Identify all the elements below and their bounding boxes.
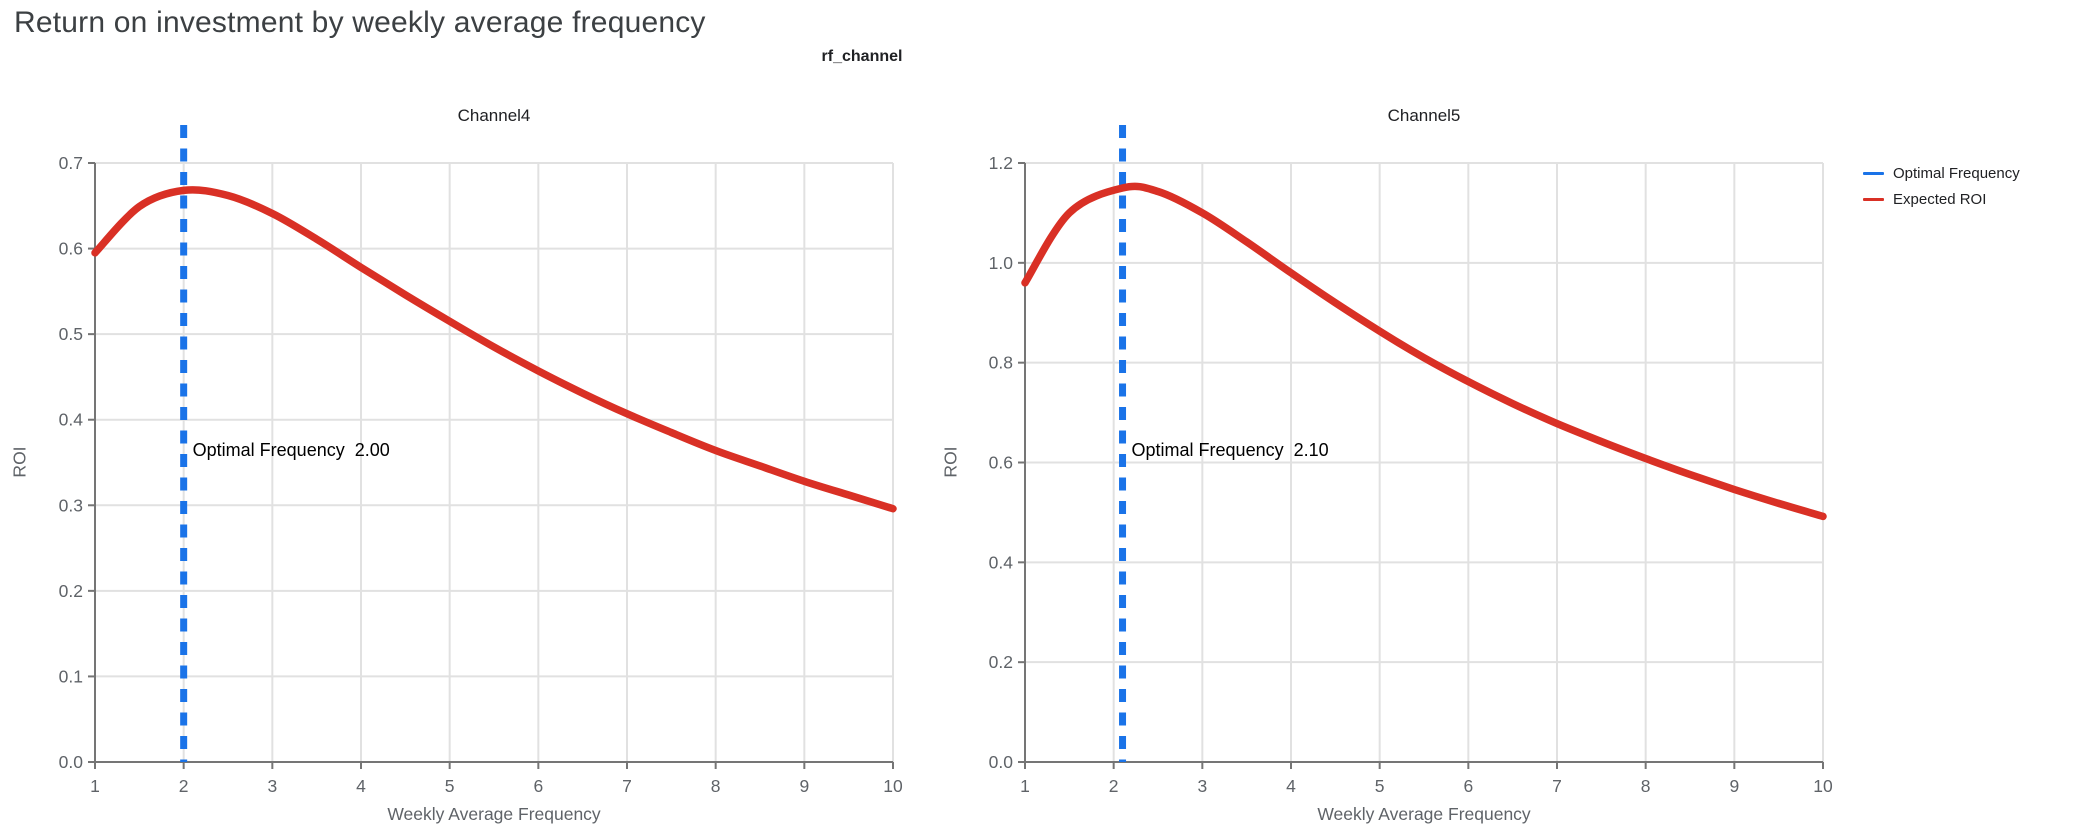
- y-tick-label: 0.1: [59, 666, 83, 686]
- y-tick-label: 0.2: [59, 581, 83, 601]
- x-tick-label: 5: [445, 776, 455, 796]
- y-tick-label: 1.0: [989, 253, 1014, 273]
- x-tick-label: 4: [1286, 776, 1296, 796]
- x-tick-label: 7: [1552, 776, 1562, 796]
- subplot-channel5: 1 2 3 4 5 6 7 8 9 10 0.0 0.2 0.4 0.6 0.8 1.0 1.2: [989, 125, 1833, 796]
- legend-label-optimal-frequency: Optimal Frequency: [1893, 164, 2020, 182]
- x-tick-label: 10: [1813, 776, 1833, 796]
- legend: Optimal Frequency Expected ROI: [1863, 160, 2020, 212]
- y-tick-label: 0.6: [59, 239, 83, 259]
- figure-title: rf_channel: [821, 48, 903, 65]
- x-axis-title-channel5: Weekly Average Frequency: [1317, 804, 1531, 824]
- y-tick-label: 0.4: [59, 410, 84, 430]
- x-tick-label: 5: [1375, 776, 1385, 796]
- x-tick-label: 6: [1463, 776, 1473, 796]
- y-tick-label: 0.8: [989, 353, 1013, 373]
- x-tick-label: 6: [533, 776, 543, 796]
- x-tick-label: 1: [1020, 776, 1030, 796]
- subplot-channel4: 1 2 3 4 5 6 7 8 9 10 0.0 0.1 0.2 0.3 0.4 0.5 0.6 0.7: [59, 125, 903, 796]
- x-tick-label: 10: [883, 776, 903, 796]
- legend-item-optimal-frequency: Optimal Frequency: [1863, 160, 2020, 186]
- x-tick-label: 2: [1109, 776, 1119, 796]
- expected-roi-line-swatch: [1863, 197, 1884, 201]
- y-tick-label: 0.4: [989, 552, 1014, 572]
- y-tick-label: 0.6: [989, 453, 1013, 473]
- y-tick-label: 0.0: [59, 752, 84, 772]
- x-axis-title-channel4: Weekly Average Frequency: [387, 804, 601, 824]
- x-tick-label: 7: [622, 776, 632, 796]
- optimal-frequency-line-swatch: [1863, 171, 1884, 175]
- legend-item-expected-roi: Expected ROI: [1863, 186, 2020, 212]
- x-tick-label: 4: [356, 776, 366, 796]
- legend-label-expected-roi: Expected ROI: [1893, 190, 1987, 208]
- x-tick-label: 1: [90, 776, 100, 796]
- x-tick-label: 3: [1197, 776, 1207, 796]
- subplot-title-channel4: Channel4: [457, 106, 531, 125]
- y-tick-label: 0.0: [989, 752, 1014, 772]
- y-tick-label: 0.5: [59, 324, 83, 344]
- y-tick-label: 0.2: [989, 652, 1013, 672]
- x-tick-label: 2: [179, 776, 189, 796]
- page-title: Return on investment by weekly average f…: [14, 6, 706, 39]
- y-axis-title-channel5: ROI: [940, 446, 961, 478]
- optimal-frequency-annotation-channel5: Optimal Frequency 2.10: [1131, 440, 1329, 460]
- subplot-title-channel5: Channel5: [1387, 106, 1461, 125]
- y-tick-label: 0.3: [59, 495, 83, 515]
- y-tick-label: 0.7: [59, 153, 83, 173]
- optimal-frequency-annotation-channel4: Optimal Frequency 2.00: [192, 440, 390, 460]
- x-tick-label: 9: [1729, 776, 1739, 796]
- y-axis-title-channel4: ROI: [9, 446, 30, 478]
- x-tick-label: 9: [799, 776, 809, 796]
- expected-roi-curve: [1021, 182, 1827, 521]
- x-tick-label: 8: [711, 776, 721, 796]
- expected-roi-curve: [91, 186, 897, 513]
- y-tick-label: 1.2: [989, 153, 1013, 173]
- x-tick-label: 3: [267, 776, 277, 796]
- x-tick-label: 8: [1641, 776, 1651, 796]
